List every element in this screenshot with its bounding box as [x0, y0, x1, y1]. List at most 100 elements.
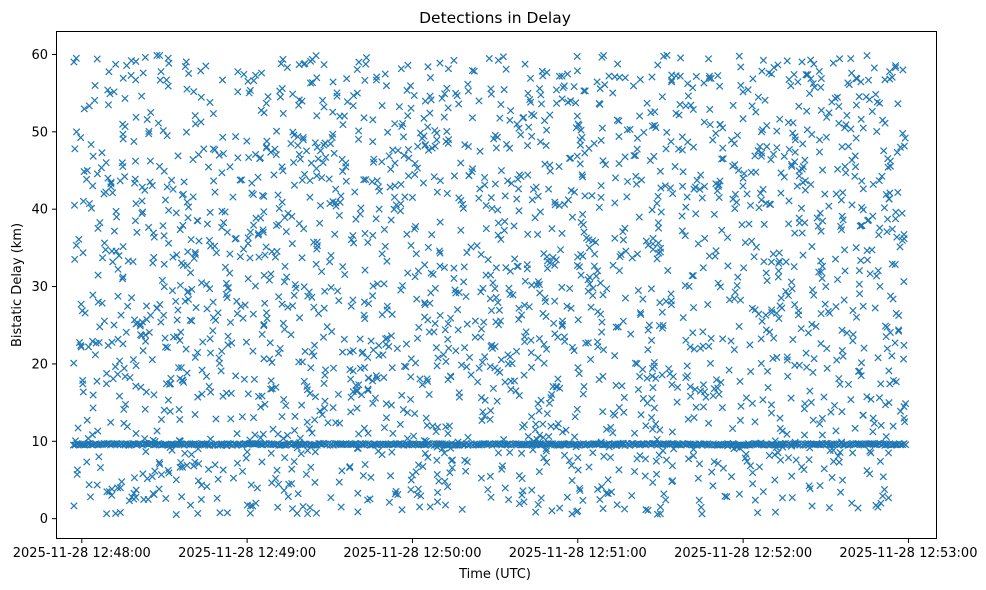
- data-point: [484, 485, 492, 494]
- data-point: [585, 244, 594, 252]
- data-point: [160, 232, 168, 240]
- data-point: [115, 357, 124, 365]
- data-point: [518, 311, 526, 319]
- data-point: [347, 393, 355, 401]
- data-point: [520, 498, 528, 506]
- data-point: [555, 72, 564, 80]
- data-point: [517, 131, 525, 139]
- data-point: [491, 284, 499, 293]
- data-point: [640, 128, 648, 137]
- x-tick-label: 2025-11-28 12:51:00: [509, 546, 647, 561]
- data-point: [513, 195, 521, 203]
- data-point: [396, 207, 405, 215]
- data-point: [525, 303, 533, 311]
- data-point: [337, 503, 345, 511]
- data-point: [724, 262, 732, 270]
- data-point: [823, 113, 831, 121]
- data-point: [404, 61, 412, 69]
- data-point: [275, 204, 283, 213]
- data-point: [126, 373, 134, 382]
- data-point: [700, 79, 708, 87]
- data-point: [222, 279, 231, 288]
- data-point: [287, 331, 295, 339]
- data-point: [576, 160, 584, 168]
- data-point: [526, 74, 535, 82]
- data-point: [587, 303, 595, 311]
- data-point: [329, 130, 337, 138]
- data-point: [696, 185, 704, 194]
- data-point: [204, 465, 213, 474]
- data-point: [534, 230, 542, 239]
- data-point: [615, 267, 624, 275]
- data-point: [327, 493, 335, 502]
- data-point: [346, 462, 354, 471]
- data-point: [505, 144, 514, 152]
- data-point: [116, 484, 124, 492]
- data-point: [426, 109, 434, 117]
- data-point: [481, 181, 489, 189]
- data-point: [444, 375, 452, 384]
- data-point: [302, 470, 311, 478]
- data-point: [518, 491, 526, 499]
- data-point: [641, 472, 649, 480]
- data-point: [696, 387, 705, 395]
- data-point: [736, 377, 744, 385]
- data-point: [869, 428, 877, 436]
- data-point: [233, 297, 241, 305]
- data-point: [789, 129, 797, 137]
- data-point: [143, 115, 151, 124]
- data-point: [290, 181, 299, 189]
- data-point: [150, 391, 158, 399]
- data-point: [784, 220, 793, 228]
- data-point: [818, 414, 827, 422]
- data-point: [183, 198, 191, 206]
- data-point: [868, 246, 876, 254]
- data-point: [398, 506, 406, 514]
- data-point: [79, 380, 87, 388]
- data-point: [197, 118, 205, 126]
- data-point: [868, 107, 876, 116]
- data-point: [414, 142, 422, 151]
- data-point: [838, 408, 846, 416]
- data-point: [468, 66, 477, 75]
- data-point: [630, 152, 638, 160]
- data-point: [482, 201, 490, 210]
- data-point: [540, 359, 548, 367]
- data-point: [699, 403, 708, 411]
- data-point: [749, 480, 757, 488]
- data-point: [240, 375, 249, 383]
- data-point: [579, 221, 587, 229]
- data-point: [527, 348, 535, 357]
- data-point: [611, 199, 619, 207]
- data-point: [288, 479, 296, 488]
- data-point: [72, 241, 81, 249]
- data-point: [580, 228, 588, 236]
- data-point: [758, 67, 766, 75]
- data-point: [578, 133, 586, 142]
- data-point: [178, 493, 186, 501]
- data-point: [735, 322, 743, 330]
- data-point: [895, 326, 903, 334]
- data-point: [183, 85, 191, 93]
- data-point: [191, 248, 199, 257]
- data-point: [144, 223, 153, 232]
- data-point: [168, 286, 177, 295]
- data-point: [655, 249, 663, 257]
- data-point: [297, 450, 305, 458]
- data-point: [398, 281, 407, 290]
- data-point: [378, 158, 386, 166]
- data-point: [782, 258, 790, 266]
- data-point: [489, 384, 498, 393]
- data-point: [141, 53, 149, 61]
- data-point: [423, 375, 431, 383]
- data-point: [507, 377, 515, 385]
- data-point: [179, 190, 188, 198]
- data-point: [327, 251, 335, 260]
- data-point: [526, 95, 534, 104]
- data-point: [854, 504, 862, 512]
- data-point: [473, 241, 481, 250]
- data-point: [599, 346, 608, 354]
- data-point: [676, 100, 684, 109]
- data-point: [306, 79, 315, 87]
- data-point: [428, 144, 436, 152]
